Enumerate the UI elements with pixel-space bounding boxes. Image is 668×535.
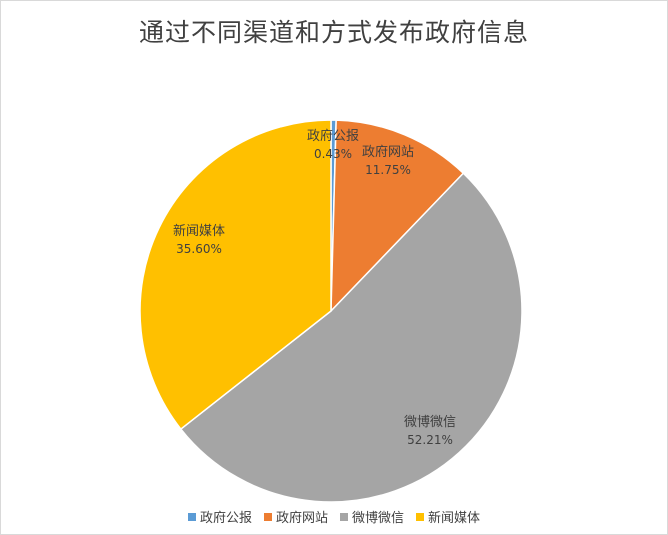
legend-item-news-media: 新闻媒体 — [416, 507, 480, 526]
legend-item-gov-gazette: 政府公报 — [187, 507, 252, 526]
legend-item-gov-website: 政府网站 — [263, 507, 328, 526]
slice-label-1: 政府网站 — [362, 145, 414, 160]
slice-value-3: 35.60% — [176, 242, 222, 256]
slice-label-2: 微博微信 — [404, 415, 456, 430]
legend-label-gov-website: 政府网站 — [275, 511, 328, 526]
legend-item-weibo-wechat: 微博微信 — [340, 507, 404, 526]
chart-title: 通过不同渠道和方式发布政府信息 — [138, 18, 529, 47]
slice-value-2: 52.21% — [407, 433, 453, 447]
legend-swatch-news-media — [416, 512, 425, 521]
legend-swatch-weibo-wechat — [340, 512, 348, 521]
legend: 政府公报 政府网站 微博微信 新闻媒体 — [0, 507, 668, 526]
legend-label-news-media: 新闻媒体 — [428, 511, 481, 526]
legend-swatch-gov-website — [263, 512, 272, 521]
slice-value-1: 11.75% — [365, 163, 411, 177]
pie-slice-2 — [179, 172, 523, 503]
legend-label-weibo-wechat: 微博微信 — [352, 511, 405, 526]
slice-label-0: 政府公报 — [307, 129, 359, 144]
slice-value-0: 0.43% — [314, 147, 352, 161]
legend-label-gov-gazette: 政府公报 — [199, 511, 252, 526]
pie-slice-1 — [330, 119, 465, 313]
pie-slice-3 — [139, 119, 332, 431]
slice-label-3: 新闻媒体 — [173, 223, 225, 239]
legend-swatch-gov-gazette — [187, 512, 196, 521]
